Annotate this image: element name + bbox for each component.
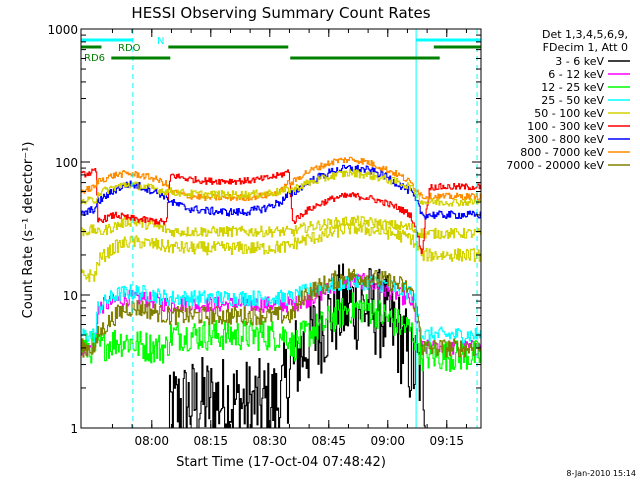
legend-label: 100 - 300 keV [527,120,604,133]
x-tick-label: 09:15 [429,434,464,448]
legend-label: 12 - 25 keV [541,81,604,94]
series-line-10 [81,156,481,202]
plot-frame [80,28,482,429]
x-axis-label: Start Time (17-Oct-04 07:48:42) [176,455,386,470]
y-tick-label: 1 [70,422,78,436]
series-line-3 [81,292,481,373]
x-tick-label: 08:15 [193,434,228,448]
x-tick-label: 09:00 [370,434,405,448]
series-line-8 [81,167,481,254]
series-line-6 [81,215,481,240]
series-line-5 [81,268,481,358]
legend-header-line: Det 1,3,4,5,6,9, [542,28,628,41]
x-tick-label: 08:30 [252,434,287,448]
plot-area: N RDO RD6 [81,29,481,428]
annotation-label-n: N [157,36,164,47]
series-line-11 [81,168,481,207]
legend-label: 3 - 6 keV [555,55,604,68]
legend-header-line: FDecim 1, Att 0 [543,41,628,54]
y-tick-label: 100 [55,156,78,170]
legend-label: 300 - 800 keV [527,133,604,146]
y-axis-label: Count Rate (s⁻¹ detector⁻¹) [21,142,36,319]
annotation-label-rd6: RD6 [84,53,105,64]
series-line-9 [81,164,481,220]
legend-label: 25 - 50 keV [541,94,604,107]
axes: 08:00 08:15 08:30 08:45 09:00 09:15 1 10 100 1000 [47,23,481,448]
legend-label: 800 - 7000 keV [520,146,604,159]
series-line-1 [81,263,481,428]
annotation-label-rdo: RDO [118,43,141,54]
series-line-7 [81,221,481,283]
legend: Det 1,3,4,5,6,9,FDecim 1, Att 03 - 6 keV… [506,28,630,172]
legend-label: 6 - 12 keV [548,68,604,81]
y-tick-label: 10 [63,289,78,303]
x-tick-label: 08:45 [311,434,346,448]
y-tick-label: 1000 [47,23,78,37]
timestamp: 8-Jan-2010 15:14 [566,469,636,478]
legend-label: 7000 - 20000 keV [506,159,604,172]
legend-label: 50 - 100 keV [534,107,604,120]
chart-title: HESSI Observing Summary Count Rates [131,4,430,22]
x-tick-label: 08:00 [134,434,169,448]
